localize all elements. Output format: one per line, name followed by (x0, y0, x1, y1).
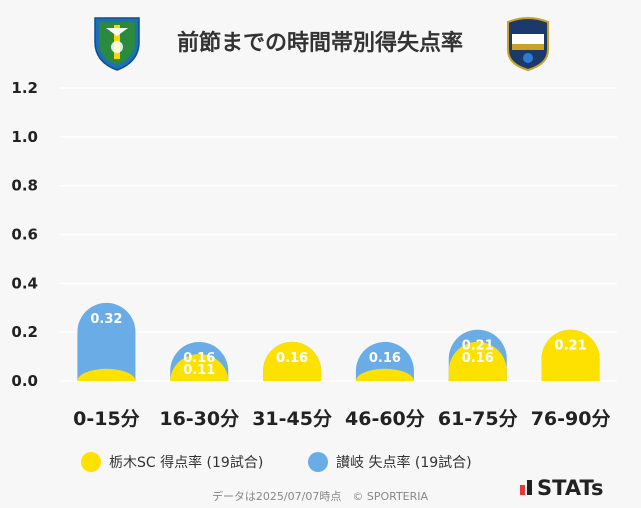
bar-score-rate (170, 354, 229, 381)
data-label-concede: 0.21 (555, 339, 587, 354)
data-label-concede: 0.16 (276, 351, 308, 366)
gridlines (60, 87, 617, 382)
bar-score-rate (77, 368, 136, 381)
y-tick-label: 0.0 (11, 372, 38, 390)
legend-swatch (308, 452, 328, 472)
data-label-concede: 0.32 (90, 312, 122, 327)
x-axis: 0-15分 16-30分 31-45分 46-60分 61-75分 76-90分 (73, 408, 610, 430)
legend-label: 栃木SC 得点率 (19試合) (109, 454, 263, 471)
data-label-concede: 0.21 (462, 339, 494, 354)
x-tick-label: 61-75分 (438, 408, 518, 430)
data-label-concede: 0.16 (369, 351, 401, 366)
x-tick-label: 76-90分 (531, 408, 611, 430)
data-label-concede: 0.16 (183, 351, 215, 366)
bar-score-rate (448, 341, 507, 381)
y-tick-label: 0.6 (11, 226, 38, 244)
stats-logo-bar-red (520, 485, 525, 495)
y-tick-label: 0.8 (11, 177, 38, 195)
data-labels: 0.320.160.110.160.16 0.160.210.160.210.21 (90, 312, 586, 378)
stats-brand-text: STATs (537, 476, 603, 500)
legend-label: 讃岐 失点率 (19試合) (336, 454, 472, 471)
stats-logo-bar-dark (527, 480, 532, 495)
kamatamare-sanuki-emblem (507, 17, 549, 72)
data-label-score: 0.16 (276, 351, 308, 366)
chart-title: 前節までの時間帯別得失点率 (177, 30, 463, 56)
data-label-score: 0.11 (183, 363, 215, 378)
y-tick-label: 0.4 (11, 274, 38, 292)
stats-brand: STATs (520, 476, 603, 500)
bars (77, 302, 600, 381)
data-label-score: 0.21 (555, 339, 587, 354)
y-axis: 0.0 0.2 0.4 0.6 0.8 1.0 1.2 (11, 79, 38, 390)
x-tick-label: 31-45分 (252, 408, 332, 430)
footer-credit: データは2025/07/07時点 © SPORTERIA (212, 489, 429, 503)
data-label-score: 0.16 (462, 351, 494, 366)
legend: 栃木SC 得点率 (19試合) 讃岐 失点率 (19試合) (81, 452, 472, 472)
bar-score-rate (263, 341, 322, 381)
bar-score-rate (541, 329, 600, 381)
x-tick-label: 0-15分 (73, 408, 140, 430)
bar-score-rate (355, 368, 414, 381)
y-tick-label: 0.2 (11, 323, 38, 341)
x-tick-label: 46-60分 (345, 408, 425, 430)
bar-concede-rate (77, 302, 136, 381)
x-tick-label: 16-30分 (159, 408, 239, 430)
y-tick-label: 1.0 (11, 128, 38, 146)
tochigi-sc-emblem (94, 17, 140, 71)
legend-swatch (81, 452, 101, 472)
y-tick-label: 1.2 (11, 79, 38, 97)
